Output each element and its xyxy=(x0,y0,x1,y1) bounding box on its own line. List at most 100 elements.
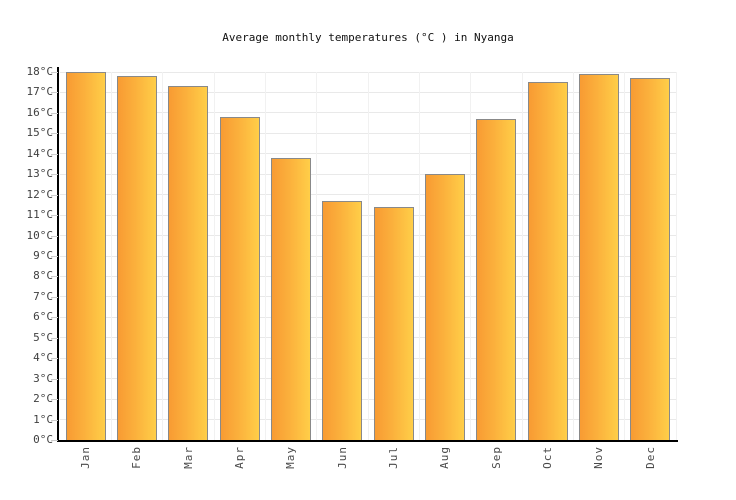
v-gridline-3 xyxy=(213,72,215,440)
y-tick-11 xyxy=(51,215,58,217)
bar-slot-nov xyxy=(573,72,624,440)
plot-area xyxy=(60,71,677,440)
v-gridline-10 xyxy=(572,72,574,440)
x-axis-label-dec: Dec xyxy=(643,446,657,469)
x-axis-line xyxy=(57,440,678,442)
chart-title: Average monthly temperatures (°C ) in Ny… xyxy=(222,31,514,44)
v-gridline-12 xyxy=(675,72,677,440)
x-label-slot-sep: Sep xyxy=(471,446,522,492)
y-axis-label-15: 15°C xyxy=(26,126,54,140)
x-axis-label-apr: Apr xyxy=(233,446,247,469)
y-tick-9 xyxy=(51,256,58,257)
y-tick-17 xyxy=(51,92,58,94)
x-axis-label-may: May xyxy=(284,446,298,469)
bar-apr[interactable] xyxy=(219,116,260,440)
bar-slot-may xyxy=(265,72,316,440)
bar-feb[interactable] xyxy=(116,76,157,440)
y-tick-18 xyxy=(51,72,58,73)
y-axis-label-8: 8°C xyxy=(33,269,53,283)
x-label-slot-apr: Apr xyxy=(214,446,265,492)
bar-nov[interactable] xyxy=(578,74,619,440)
v-gridline-7 xyxy=(418,72,420,440)
bar-slot-aug xyxy=(419,72,470,440)
x-axis-labels: Jan Feb Mar Apr May Jun Jul Aug Sep Oct Nov Dec xyxy=(60,446,676,492)
y-axis-label-4: 4°C xyxy=(33,351,53,365)
v-gridline-4 xyxy=(264,72,266,440)
y-axis-label-0: 0°C xyxy=(33,433,53,446)
bar-series xyxy=(60,72,676,440)
x-label-slot-jun: Jun xyxy=(317,446,368,492)
y-tick-5 xyxy=(51,337,58,339)
v-gridline-11 xyxy=(624,72,626,440)
y-tick-13 xyxy=(51,174,58,176)
y-tick-0 xyxy=(51,440,58,441)
y-axis-label-3: 3°C xyxy=(33,371,53,385)
x-axis-label-oct: Oct xyxy=(541,446,555,469)
x-axis-label-sep: Sep xyxy=(489,446,503,469)
y-axis-label-18: 18°C xyxy=(26,65,54,78)
y-axis-label-10: 10°C xyxy=(26,228,54,242)
v-gridline-6 xyxy=(367,72,369,440)
x-axis-label-nov: Nov xyxy=(592,446,606,469)
bar-slot-jul xyxy=(368,72,419,440)
bar-slot-mar xyxy=(163,72,214,440)
x-axis-label-feb: Feb xyxy=(130,446,144,469)
y-axis-label-6: 6°C xyxy=(33,310,53,324)
x-label-slot-dec: Dec xyxy=(625,446,676,492)
x-axis-label-aug: Aug xyxy=(438,446,452,469)
y-axis-label-16: 16°C xyxy=(26,105,54,119)
x-axis-label-jan: Jan xyxy=(79,446,93,469)
y-axis-label-13: 13°C xyxy=(26,167,54,181)
v-gridline-5 xyxy=(316,72,318,440)
x-axis-label-jun: Jun xyxy=(335,446,349,469)
v-gridline-9 xyxy=(521,72,523,440)
y-tick-10 xyxy=(51,235,58,237)
bar-mar[interactable] xyxy=(168,86,209,440)
y-axis-label-12: 12°C xyxy=(26,187,54,201)
y-axis-label-1: 1°C xyxy=(33,412,53,426)
y-axis-label-14: 14°C xyxy=(26,146,54,160)
y-tick-3 xyxy=(51,378,58,380)
y-tick-6 xyxy=(51,317,58,319)
y-tick-2 xyxy=(51,399,58,401)
bar-jun[interactable] xyxy=(322,200,363,440)
x-axis-label-mar: Mar xyxy=(181,446,195,469)
bar-may[interactable] xyxy=(270,157,311,440)
y-tick-8 xyxy=(51,276,58,278)
bar-sep[interactable] xyxy=(476,119,517,440)
y-tick-4 xyxy=(51,358,58,360)
x-label-slot-feb: Feb xyxy=(111,446,162,492)
bar-slot-jun xyxy=(317,72,368,440)
bar-slot-apr xyxy=(214,72,265,440)
y-axis-label-5: 5°C xyxy=(33,330,53,344)
bar-jul[interactable] xyxy=(373,206,414,440)
y-tick-7 xyxy=(51,296,58,298)
v-gridline-1 xyxy=(110,72,112,440)
v-gridline-8 xyxy=(470,72,472,440)
bar-slot-sep xyxy=(471,72,522,440)
x-label-slot-nov: Nov xyxy=(573,446,624,492)
bar-slot-oct xyxy=(522,72,573,440)
y-tick-14 xyxy=(51,153,58,155)
x-label-slot-oct: Oct xyxy=(522,446,573,492)
x-label-slot-jul: Jul xyxy=(368,446,419,492)
bar-jan[interactable] xyxy=(65,72,106,440)
bar-slot-dec xyxy=(625,72,676,440)
y-axis-label-17: 17°C xyxy=(26,85,54,99)
y-axis-label-7: 7°C xyxy=(33,289,53,303)
y-tick-1 xyxy=(51,419,58,421)
x-label-slot-may: May xyxy=(265,446,316,492)
y-axis-label-9: 9°C xyxy=(33,249,53,262)
bar-aug[interactable] xyxy=(424,174,465,440)
y-axis-label-2: 2°C xyxy=(33,392,53,406)
v-gridline-2 xyxy=(162,72,164,440)
x-label-slot-mar: Mar xyxy=(163,446,214,492)
y-tick-12 xyxy=(51,194,58,196)
x-label-slot-aug: Aug xyxy=(419,446,470,492)
y-tick-15 xyxy=(51,133,58,135)
bar-dec[interactable] xyxy=(630,78,671,440)
y-tick-16 xyxy=(51,112,58,114)
bar-oct[interactable] xyxy=(527,82,568,440)
y-axis-label-11: 11°C xyxy=(26,208,54,222)
